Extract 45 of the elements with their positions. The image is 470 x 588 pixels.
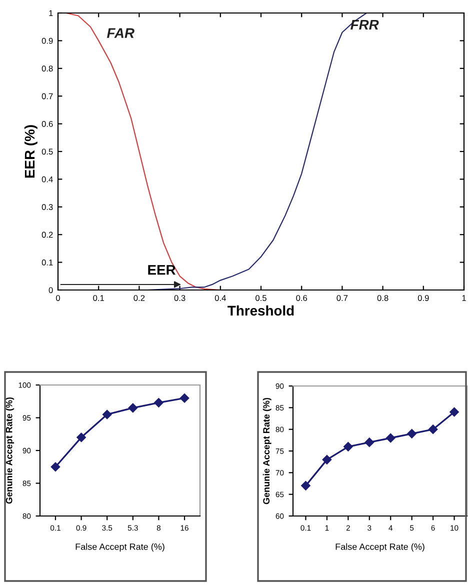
point — [450, 407, 459, 417]
point — [128, 403, 138, 413]
x-tick-label: 0.5 — [256, 295, 266, 301]
x-tick-label: 0.6 — [296, 295, 308, 301]
y-tick-label: 0.6 — [42, 121, 53, 127]
y-tick-label: 0.9 — [42, 38, 53, 44]
x-tick-label: 0.7 — [336, 295, 348, 301]
x-tick-label: 1 — [462, 295, 466, 301]
series-label: FRR — [350, 20, 379, 30]
point — [301, 481, 310, 490]
y-tick-label: 0.2 — [42, 232, 53, 238]
x-tick-label: 0.9 — [418, 295, 429, 301]
point — [76, 432, 86, 442]
point — [50, 462, 60, 472]
x-tick-label: 0.1 — [93, 295, 104, 301]
y-tick-label: 0.5 — [42, 148, 53, 155]
y-tick-label: 0 — [48, 287, 53, 294]
y-tick-label: 1 — [49, 10, 53, 16]
y-axis-title: Genunie Accept Rate (%) — [6, 397, 14, 504]
point — [180, 393, 190, 403]
x-tick-label: 0.8 — [377, 295, 388, 301]
x-tick-label: 0 — [56, 295, 60, 301]
point — [322, 455, 332, 464]
point — [407, 429, 416, 438]
y-tick-label: 0.4 — [42, 176, 53, 182]
x-axis-title: False Accept Rate (%) — [336, 543, 424, 552]
point — [428, 424, 438, 434]
series-label: FAR — [106, 28, 134, 38]
y-tick-label: 0.3 — [42, 204, 53, 210]
x-tick-label: 0.2 — [134, 295, 145, 301]
point — [344, 442, 353, 452]
point — [154, 398, 164, 408]
x-tick-label: 0.3 — [174, 295, 186, 301]
annotation: EER — [148, 265, 176, 275]
y-tick-label: 0.7 — [42, 93, 53, 100]
point — [102, 410, 112, 420]
y-axis-title: Genunie Accept Rate (%) — [262, 398, 272, 504]
point — [364, 438, 374, 447]
y-tick-label: 0.1 — [42, 260, 53, 266]
point — [386, 433, 396, 443]
x-axis-title: False Accept Rate (%) — [76, 543, 164, 552]
y-axis-title: EER (%) — [24, 125, 38, 178]
y-tick-label: 0.8 — [42, 66, 53, 72]
x-tick-label: 0.4 — [214, 295, 226, 301]
x-axis-title: Threshold — [228, 305, 294, 316]
